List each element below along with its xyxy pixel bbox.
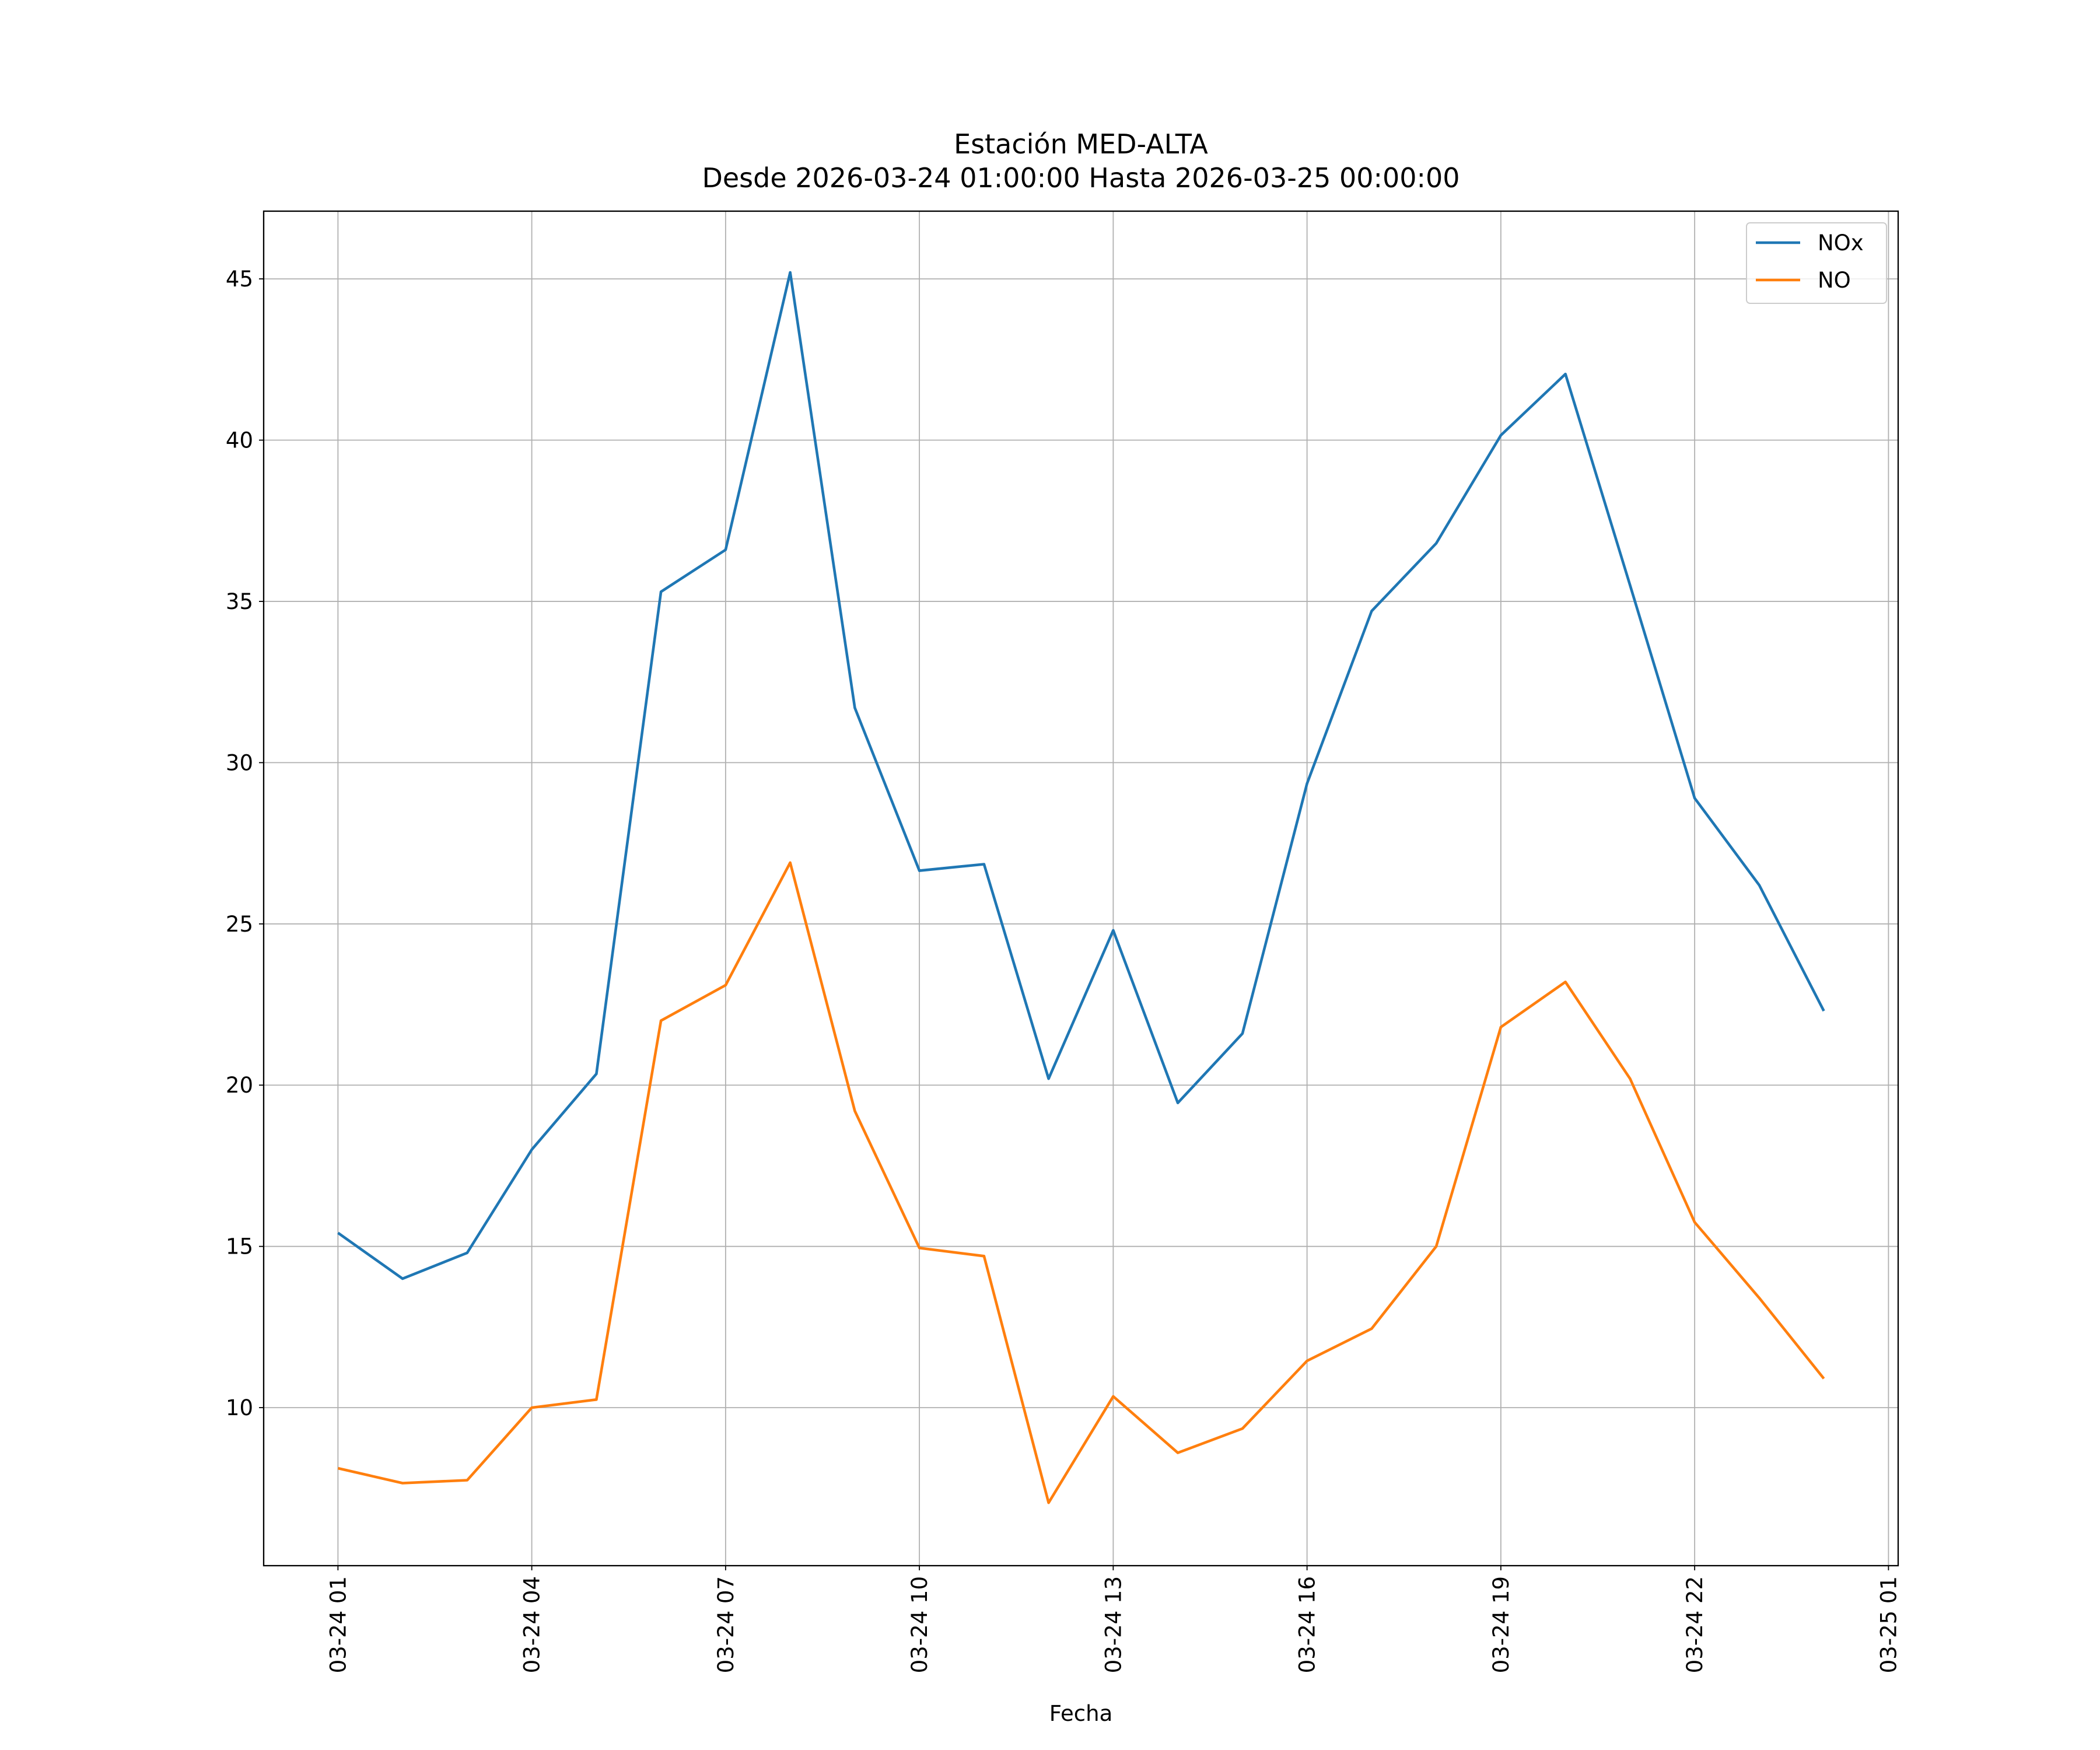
x-tick-label: 03-24 22 bbox=[1682, 1576, 1707, 1673]
y-tick-label: 15 bbox=[226, 1234, 253, 1259]
x-axis-label: Fecha bbox=[1049, 1701, 1113, 1726]
chart-title: Estación MED-ALTA bbox=[954, 128, 1208, 160]
legend-label: NO bbox=[1818, 268, 1851, 293]
y-tick-label: 25 bbox=[226, 912, 253, 937]
series-line bbox=[337, 271, 1825, 1280]
x-tick-label: 03-24 13 bbox=[1101, 1576, 1126, 1673]
axes-frame bbox=[262, 210, 1899, 1567]
x-tick-label: 03-24 04 bbox=[520, 1576, 545, 1673]
chart-subtitle: Desde 2026-03-24 01:00:00 Hasta 2026-03-… bbox=[702, 162, 1460, 194]
y-tick-label: 45 bbox=[226, 267, 253, 292]
y-tick-label: 10 bbox=[226, 1395, 253, 1420]
legend-label: NOx bbox=[1818, 230, 1864, 256]
y-tick-label: 30 bbox=[226, 750, 253, 775]
x-tick-label: 03-24 10 bbox=[907, 1576, 932, 1673]
series-line bbox=[337, 861, 1825, 1504]
x-tick-label: 03-24 01 bbox=[326, 1576, 351, 1673]
x-tick-label: 03-24 19 bbox=[1489, 1576, 1514, 1673]
x-tick-label: 03-24 16 bbox=[1295, 1576, 1320, 1673]
y-tick-label: 20 bbox=[226, 1073, 253, 1098]
y-tick-label: 35 bbox=[226, 589, 253, 614]
x-tick-label: 03-25 01 bbox=[1876, 1576, 1901, 1673]
y-tick-label: 40 bbox=[226, 428, 253, 453]
x-tick-label: 03-24 07 bbox=[713, 1576, 738, 1673]
legend-box bbox=[1746, 222, 1887, 304]
